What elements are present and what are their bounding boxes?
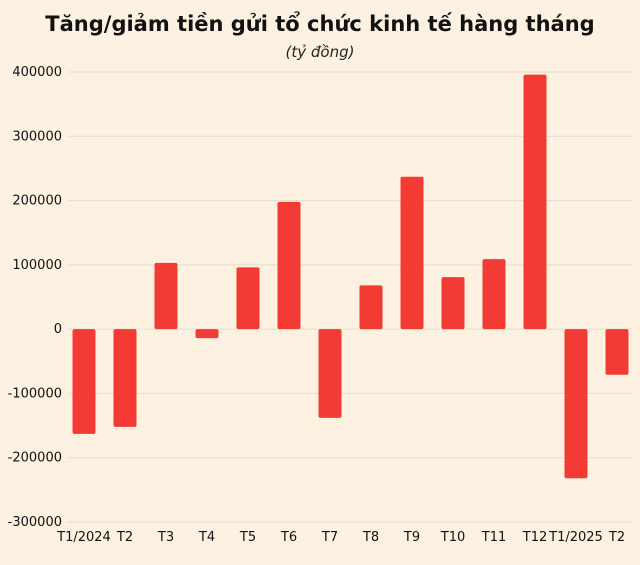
- x-tick-label: T1/2024: [56, 530, 111, 545]
- bars: [72, 74, 629, 479]
- x-tick-label: T7: [321, 530, 338, 545]
- bar: [482, 259, 506, 330]
- bar: [359, 285, 383, 330]
- x-tick-label: T9: [403, 530, 420, 545]
- y-tick-label: 100000: [12, 258, 62, 273]
- bar: [605, 329, 629, 375]
- x-tick-label: T11: [481, 530, 506, 545]
- bar: [113, 329, 137, 427]
- x-tick-label: T4: [198, 530, 215, 545]
- bar: [154, 262, 178, 330]
- grid-lines: [68, 71, 632, 523]
- x-tick-label: T5: [239, 530, 256, 545]
- x-axis-ticks: T1/2024 T2 T3 T4 T5 T6 T7 T8 T9 T10 T11 T12 T1/2025 T…: [56, 530, 625, 545]
- y-tick-label: -200000: [8, 451, 62, 466]
- y-tick-label: 400000: [12, 65, 62, 80]
- y-tick-label: 0: [54, 322, 62, 337]
- y-tick-label: 200000: [12, 194, 62, 209]
- x-tick-label: T6: [280, 530, 297, 545]
- y-tick-label: -300000: [8, 515, 62, 530]
- bar: [236, 267, 260, 330]
- bar: [400, 176, 424, 330]
- bar: [72, 329, 96, 434]
- bar: [441, 277, 465, 330]
- x-tick-label: T3: [157, 530, 174, 545]
- x-tick-label: T12: [522, 530, 547, 545]
- bar: [195, 329, 219, 339]
- x-tick-label: T2: [116, 530, 133, 545]
- bar: [564, 329, 588, 479]
- chart-title: Tăng/giảm tiền gửi tổ chức kinh tế hàng …: [45, 12, 595, 36]
- chart-subtitle: (tỷ đồng): [285, 43, 355, 61]
- y-tick-label: 300000: [12, 129, 62, 144]
- bar: [318, 329, 342, 418]
- x-tick-label: T1/2025: [548, 530, 603, 545]
- bar: [523, 74, 547, 330]
- y-axis-ticks: 400000 300000 200000 100000 0 -100000 -200000 -…: [8, 65, 62, 530]
- y-tick-label: -100000: [8, 386, 62, 401]
- bar: [277, 201, 301, 330]
- x-tick-label: T2: [608, 530, 625, 545]
- x-tick-label: T10: [440, 530, 465, 545]
- x-tick-label: T8: [362, 530, 379, 545]
